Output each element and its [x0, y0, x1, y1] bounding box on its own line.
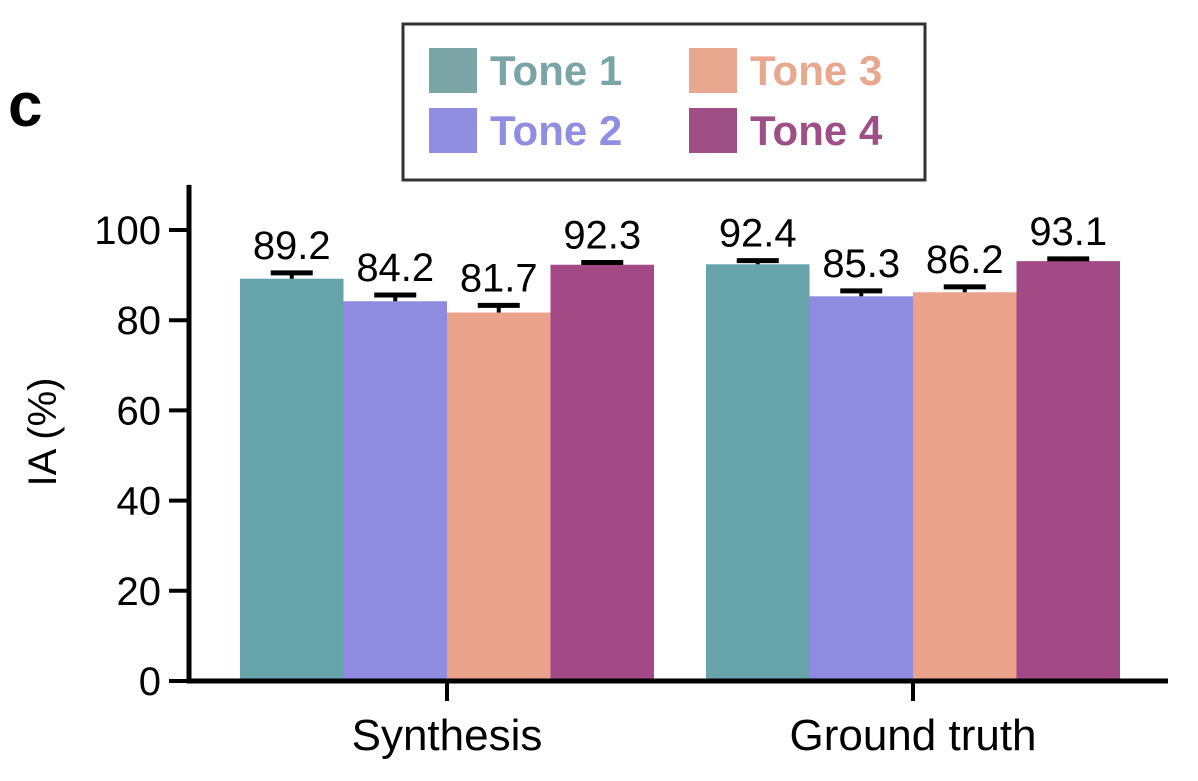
panel-label: c [8, 71, 42, 140]
bar-tone-3-ground-truth [913, 292, 1017, 681]
legend-label: Tone 1 [490, 47, 622, 94]
legend-label: Tone 4 [750, 107, 883, 154]
legend: Tone 1 Tone 2 Tone 3 Tone 4 [401, 22, 927, 182]
y-tick-label: 60 [117, 389, 162, 433]
axes: 0 20 40 60 80 100 Synthesis Ground truth [94, 184, 1168, 760]
value-label: 86.2 [926, 238, 1004, 282]
value-labels-layer: 89.2 92.4 84.2 85.3 81.7 86.2 92.3 93.1 [253, 210, 1107, 300]
value-label: 93.1 [1029, 210, 1107, 254]
x-tick-label: Ground truth [789, 711, 1036, 760]
value-label: 84.2 [356, 246, 434, 290]
legend-box [401, 22, 927, 182]
value-label: 92.4 [719, 212, 797, 256]
bar-tone-1-ground-truth [706, 264, 810, 681]
y-tick-label: 0 [139, 660, 161, 704]
bar-tone-4-ground-truth [1016, 261, 1120, 681]
legend-swatch [689, 108, 737, 153]
bars-layer [240, 261, 1120, 681]
value-label: 92.3 [563, 213, 641, 257]
legend-swatch [429, 108, 477, 153]
bar-tone-3-synthesis [447, 312, 551, 681]
legend-swatch [689, 48, 737, 93]
y-axis-label: IA (%) [21, 378, 65, 487]
bar-tone-2-ground-truth [809, 296, 913, 681]
bar-tone-2-synthesis [343, 301, 447, 681]
x-tick-label: Synthesis [352, 711, 543, 760]
bar-tone-4-synthesis [550, 264, 654, 681]
bar-tone-1-synthesis [240, 278, 344, 681]
y-tick-label: 100 [94, 209, 161, 253]
y-tick-label: 20 [117, 570, 162, 614]
error-bars-layer [270, 256, 1090, 313]
value-label: 81.7 [460, 256, 538, 300]
value-label: 89.2 [253, 224, 331, 268]
legend-label: Tone 2 [490, 107, 622, 154]
legend-label: Tone 3 [750, 47, 882, 94]
y-tick-label: 40 [117, 480, 162, 524]
legend-swatch [429, 48, 477, 93]
y-tick-label: 80 [117, 299, 162, 343]
value-label: 85.3 [822, 242, 900, 286]
